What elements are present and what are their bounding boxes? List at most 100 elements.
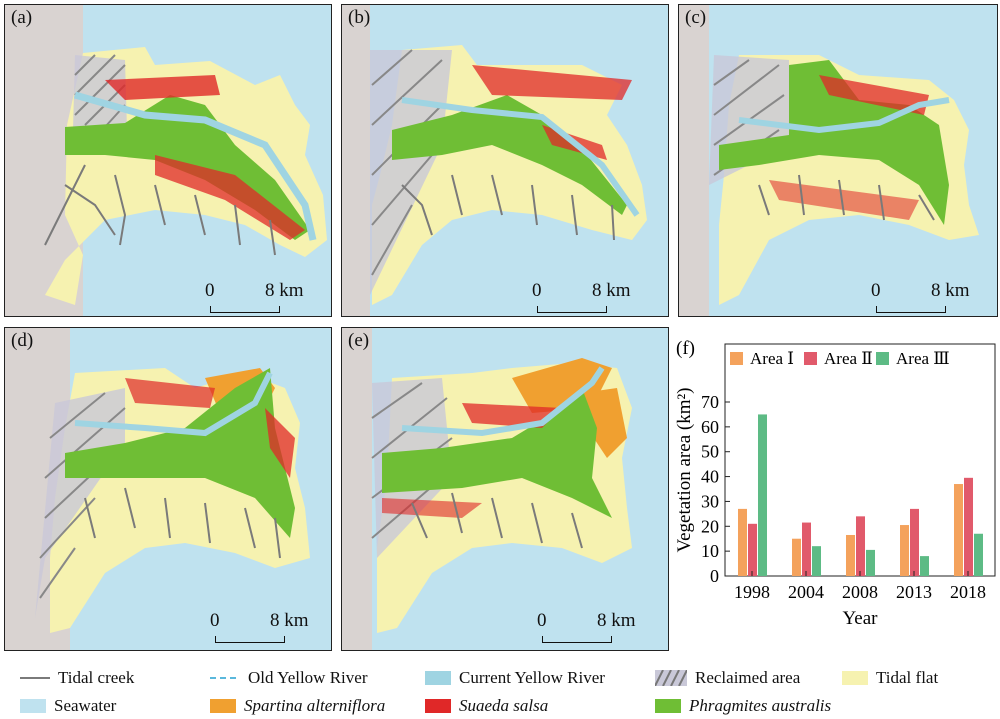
current-river-swatch [425,671,451,685]
map-panel-b: (b) 0 8 km [341,4,669,317]
bars [738,414,983,576]
x-axis-label: Year [842,608,878,629]
reclaimed-area-swatch [655,670,687,686]
scale-end: 8 km [265,280,304,301]
map-panel-e: (e) 0 8 km [341,327,669,651]
legend-suaeda: Suaeda salsa [425,696,548,716]
x-tick-label: 2004 [788,582,824,602]
bar [920,556,929,576]
current-river [401,97,640,217]
reclaimed-hatch [74,54,126,128]
legend-label: Spartina alterniflora [244,696,386,715]
bar [954,484,963,576]
tidal-creeks [401,174,615,241]
legend-reclaimed-area: Reclaimed area [655,668,800,688]
scale-start: 0 [532,280,542,301]
x-axis: 1998 2004 2008 2013 2018 [734,571,986,602]
bar [738,508,747,576]
legend-label: Tidal creek [58,668,135,687]
suaeda-patch-2 [769,180,919,220]
reclaimed-hatch [39,392,126,599]
y-tick-label: 50 [701,442,719,462]
bar [748,523,757,576]
scale-start: 0 [210,610,220,631]
tidal-creeks [758,174,935,221]
y-tick-label: 20 [701,516,719,536]
scale-line [537,306,607,313]
seawater-swatch [20,699,46,713]
reclaimed-area [35,388,125,618]
legend-swatch [730,352,743,365]
panel-label: (b) [348,7,371,28]
x-tick-label: 2018 [950,582,986,602]
map-a [5,5,327,316]
legend-label: Reclaimed area [695,668,801,687]
y-axis-label: Vegetation area (km²) [674,387,695,552]
legend-spartina: Spartina alterniflora [210,696,385,716]
tidal-flat-swatch [842,671,868,685]
spartina-patch-2 [582,388,627,458]
bar-chart: (f) Area Ⅰ Area Ⅱ Area Ⅲ 0 10 20 30 40 50 60 70 1… [674,338,996,629]
suaeda-patch-1 [125,378,215,408]
bar [964,477,973,576]
y-tick-label: 0 [710,566,719,586]
scale-end: 8 km [931,280,970,301]
panel-label: (e) [348,330,370,351]
current-river [74,91,317,241]
legend-seawater: Seawater [20,696,116,716]
reclaimed-area [73,55,127,130]
phragmites-swatch [655,699,681,713]
current-river [74,371,273,437]
legend-label: Area Ⅲ [896,349,950,368]
land-strip [342,5,370,316]
phragmites-patch [392,95,627,215]
map-e [342,328,632,650]
bar [758,414,767,576]
map-panel-c: (c) 0 8 km [678,4,998,317]
land-strip [679,5,709,316]
legend-old-yellow-river: Old Yellow River [210,668,367,688]
tidal-creeks [44,164,276,256]
map-panel-d: (d) 0 8 km [4,327,332,651]
old-yellow-river-swatch [210,677,240,679]
current-river [401,366,605,437]
map-legend: Tidal creek Old Yellow River Current Yel… [20,662,990,716]
legend-label: Phragmites australis [689,696,832,715]
reclaimed-area [370,50,452,295]
scale-line [210,306,280,313]
y-axis: 0 10 20 30 40 50 60 70 [701,392,730,586]
panel-label: (c) [685,7,707,28]
scale-start: 0 [205,280,215,301]
tidal-creek-swatch [20,677,50,679]
legend-label: Seawater [54,696,117,715]
legend-tidal-flat: Tidal flat [842,668,938,688]
phragmites-patch [382,388,612,518]
map-c [679,5,979,316]
y-tick-label: 70 [701,392,719,412]
legend-label: Current Yellow River [459,668,605,687]
bar [802,522,811,576]
legend-current-yellow-river: Current Yellow River [425,668,605,688]
y-tick-label: 40 [701,467,719,487]
scale-end: 8 km [592,280,631,301]
legend-phragmites: Phragmites australis [655,696,831,716]
bar [792,538,801,576]
scale-end: 8 km [270,610,309,631]
scale-start: 0 [537,610,547,631]
bar [812,546,821,576]
legend-label: Old Yellow River [248,668,368,687]
legend-label: Area Ⅱ [824,349,873,368]
reclaimed-hatch [713,59,785,176]
legend-label: Area Ⅰ [750,349,794,368]
suaeda-patch-2 [265,408,295,478]
map-b [342,5,647,316]
spartina-swatch [210,699,236,713]
tidal-creeks [84,487,281,559]
panel-label: (a) [11,7,33,28]
phragmites-patch [719,60,949,225]
bar [846,534,855,576]
chart-legend: Area Ⅰ Area Ⅱ Area Ⅲ [730,349,950,368]
scale-line [876,306,946,313]
bar [900,525,909,576]
legend-label: Suaeda salsa [459,696,549,715]
